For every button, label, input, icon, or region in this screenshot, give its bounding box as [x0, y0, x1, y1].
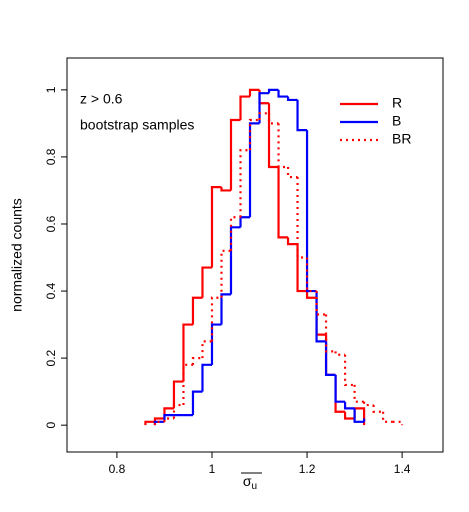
y-tick-label: 0 — [44, 422, 58, 429]
histogram-step — [191, 357, 203, 365]
histogram-step — [153, 417, 165, 422]
histogram-step — [172, 380, 184, 409]
histogram-step — [191, 296, 203, 325]
histogram-step — [324, 334, 336, 376]
histogram-step — [277, 123, 289, 169]
x-axis-subscript: u — [252, 481, 258, 492]
annotation: z > 0.6 — [80, 91, 123, 107]
histogram-step — [277, 89, 289, 98]
legend-label: BR — [392, 131, 411, 147]
histogram-step — [229, 226, 241, 295]
histogram-step — [334, 374, 346, 413]
histogram-step — [182, 363, 193, 406]
histogram-step — [372, 405, 384, 413]
y-axis-title: normalized counts — [9, 198, 25, 312]
histogram-step — [210, 296, 222, 342]
x-tick-label: 1.4 — [394, 462, 411, 476]
histogram-step — [334, 374, 346, 403]
y-tick-label: 0.2 — [44, 349, 58, 366]
y-tick-label: 1 — [44, 86, 58, 93]
y-tick-label: 0.8 — [44, 148, 58, 165]
histogram-step — [286, 166, 298, 179]
histogram-step — [258, 89, 270, 105]
legend-label: R — [392, 95, 402, 111]
legend-label: B — [392, 113, 401, 129]
histogram-step — [305, 130, 317, 293]
histogram-step — [163, 414, 174, 422]
histogram-step — [296, 99, 308, 132]
histogram-step — [248, 118, 260, 151]
histogram-step — [334, 351, 346, 356]
histogram-step — [305, 257, 317, 293]
histogram-step — [163, 417, 174, 422]
histogram-step — [182, 323, 193, 382]
histogram-step — [201, 340, 212, 359]
y-tick-label: 0.6 — [44, 215, 58, 232]
histogram-step — [239, 149, 251, 218]
histogram-step — [248, 122, 260, 218]
histogram-step — [324, 314, 336, 353]
histogram-step — [353, 384, 365, 403]
histogram-step — [153, 420, 165, 426]
histogram-step — [324, 341, 336, 376]
histogram-step — [343, 411, 355, 420]
histogram-step — [220, 187, 231, 192]
histogram-step — [286, 237, 298, 246]
histogram-step — [343, 354, 355, 387]
histogram-step — [239, 95, 251, 121]
x-axis-symbol: σ — [243, 473, 252, 489]
histogram-step — [210, 185, 222, 268]
histogram-step — [315, 291, 327, 343]
histogram-step — [201, 266, 212, 298]
histogram-step — [315, 297, 327, 336]
histogram-step — [201, 363, 212, 392]
histogram-step — [392, 420, 404, 426]
histogram-step — [258, 112, 270, 121]
histogram-step — [343, 401, 355, 410]
x-tick-label: 1 — [209, 462, 216, 476]
histogram-step — [220, 249, 231, 298]
histogram-step — [239, 216, 251, 228]
histogram-step — [296, 244, 308, 293]
y-tick-label: 0.4 — [44, 282, 58, 299]
histogram-step — [153, 420, 165, 426]
histogram-step — [144, 420, 155, 426]
histogram-step — [267, 103, 279, 169]
histogram-step — [362, 401, 374, 407]
histogram-step — [191, 390, 203, 416]
plot-frame — [66, 57, 444, 453]
histogram-step — [210, 323, 222, 365]
histogram-step — [172, 403, 184, 419]
histogram-step — [248, 88, 260, 97]
histogram-step — [296, 177, 308, 259]
x-tick-label: 0.8 — [109, 462, 126, 476]
histogram-step — [353, 408, 365, 423]
histogram-step — [258, 92, 270, 124]
histogram-step — [267, 113, 279, 125]
histogram-step — [277, 166, 289, 239]
histogram-step — [220, 293, 231, 325]
histogram-step — [163, 407, 174, 419]
histogram-step — [229, 216, 241, 251]
histogram-step — [229, 118, 241, 191]
histogram-step — [286, 96, 298, 102]
x-tick-label: 1.2 — [299, 462, 316, 476]
histogram-step — [315, 291, 327, 316]
histogram-step — [305, 291, 317, 299]
annotation: bootstrap samples — [80, 117, 194, 133]
histogram-step — [267, 88, 279, 94]
x-axis-title: σu — [243, 473, 257, 492]
histogram-step — [382, 411, 393, 423]
